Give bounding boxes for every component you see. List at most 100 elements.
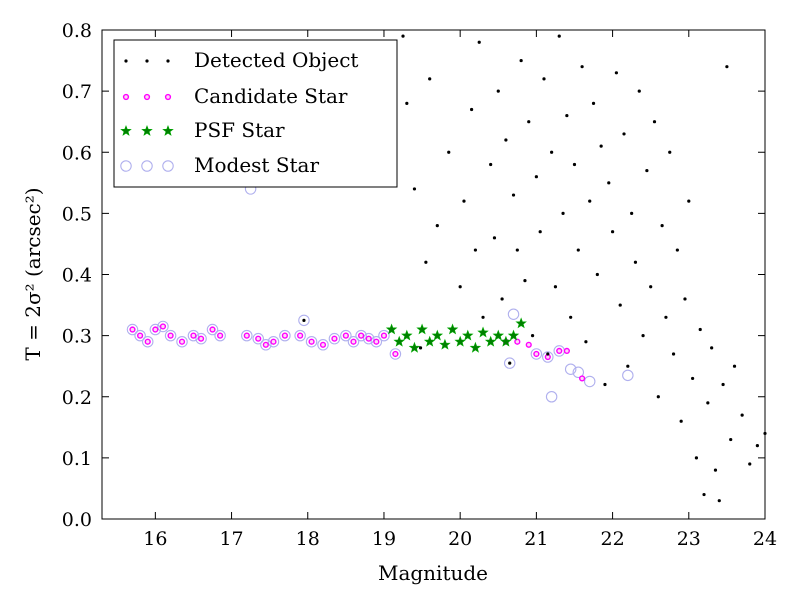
modest-star-point: [126, 323, 139, 336]
legend-detected-object-marker: [124, 59, 128, 63]
modest-star-point: [294, 329, 306, 342]
y-tick-label: 0.6: [62, 142, 92, 164]
candidate-star-point: [262, 341, 269, 348]
detected-object-point: [435, 224, 439, 228]
modest-star-point: [378, 329, 390, 342]
detected-object-point: [588, 199, 592, 203]
detected-object-point: [660, 224, 664, 228]
detected-object-point: [755, 444, 759, 448]
detected-object-point: [424, 260, 428, 264]
detected-object-point: [504, 138, 508, 142]
detected-object-point: [641, 334, 645, 338]
detected-object-point: [595, 272, 599, 277]
modest-star-point: [252, 332, 264, 345]
detected-object-point: [302, 318, 306, 322]
psf-star-point: [439, 338, 451, 350]
candidate-star-point: [342, 332, 349, 339]
legend-label-modest: Modest Star: [194, 153, 319, 177]
detected-object-point: [557, 34, 561, 38]
psf-star-point: [462, 329, 474, 341]
detected-object-point: [412, 187, 417, 191]
y-tick-label: 0.2: [62, 387, 92, 409]
legend: Detected Object Candidate Star PSF Star …: [113, 39, 398, 188]
modest-star-point: [279, 329, 291, 342]
detected-object-point: [473, 248, 478, 252]
detected-object-point: [721, 382, 725, 387]
legend-candidate-star-marker: [164, 93, 172, 101]
detected-object-point: [717, 499, 721, 503]
modest-star-point: [305, 335, 318, 348]
x-axis-label: Magnitude: [378, 561, 488, 585]
psf-star-point: [469, 341, 482, 353]
y-tick-label: 0.8: [62, 20, 92, 42]
candidate-star-point: [152, 326, 159, 333]
y-tick-label: 0.0: [62, 509, 92, 531]
legend-box: [113, 39, 398, 188]
detected-object-point: [550, 150, 554, 154]
modest-star-point: [347, 335, 360, 348]
modest-star-point: [187, 329, 200, 342]
detected-object-point: [603, 382, 607, 387]
detected-object-point: [489, 162, 493, 167]
detected-object-point: [683, 297, 687, 301]
modest-star-point: [503, 357, 516, 369]
legend-label-detected: Detected Object: [194, 48, 358, 72]
x-tick-label: 24: [753, 528, 777, 550]
detected-object-point: [538, 230, 542, 234]
candidate-star-point: [297, 332, 304, 339]
y-tick-label: 0.4: [62, 265, 92, 287]
detected-object-point: [546, 352, 550, 356]
modest-star-point: [298, 314, 310, 327]
legend-marker-psf: [120, 124, 174, 136]
candidate-star-point: [563, 347, 570, 355]
modest-star-point: [564, 363, 577, 375]
detected-object-point: [496, 89, 500, 93]
candidate-star-point: [579, 375, 586, 382]
modest-star-point: [328, 332, 341, 345]
x-tick-label: 17: [219, 528, 243, 550]
psf-star-point: [507, 329, 520, 341]
psf-star-point: [515, 317, 527, 329]
detected-object-point: [668, 150, 672, 154]
ticks-layer: [102, 29, 766, 520]
candidate-star-point: [209, 326, 216, 333]
detected-object-point: [729, 437, 733, 442]
detected-object-point: [515, 248, 519, 252]
detected-object-point: [530, 334, 535, 338]
detected-object-point: [698, 327, 702, 332]
psf-star-point: [500, 335, 512, 347]
psf-star-point: [446, 323, 459, 335]
candidate-star-point: [137, 332, 144, 339]
candidate-star-point: [533, 350, 540, 358]
detected-object-point: [462, 199, 466, 203]
modest-star-point: [141, 335, 154, 348]
psf-star-point: [393, 335, 405, 347]
modest-star-point: [542, 351, 554, 363]
candidate-star-point: [255, 335, 262, 342]
detected-object-point: [428, 77, 432, 81]
modest-star-point: [195, 332, 207, 345]
x-tick-label: 23: [677, 528, 701, 550]
modest-star-point: [260, 339, 272, 351]
modest-star-point: [176, 335, 188, 348]
detected-object-point: [470, 107, 474, 112]
detected-object-point: [610, 230, 615, 234]
detected-object-point: [622, 132, 626, 136]
detected-object-point: [477, 40, 481, 44]
detected-object-point: [740, 413, 744, 417]
candidate-star-point: [167, 332, 174, 339]
detected-object-point: [675, 248, 679, 252]
y-tick-label: 0.7: [62, 81, 92, 103]
detected-object-point: [418, 346, 423, 350]
candidate-star-point: [129, 326, 136, 333]
legend-marker-modest: [120, 160, 174, 172]
modest-star-point: [214, 329, 226, 342]
modest-star-point: [507, 308, 520, 320]
detected-object-point: [645, 168, 649, 173]
candidate-star-point: [514, 338, 521, 345]
detected-object-point: [572, 162, 577, 167]
detected-object-point: [405, 101, 409, 105]
candidate-star-point: [281, 332, 288, 339]
psf-star-point: [477, 326, 489, 338]
